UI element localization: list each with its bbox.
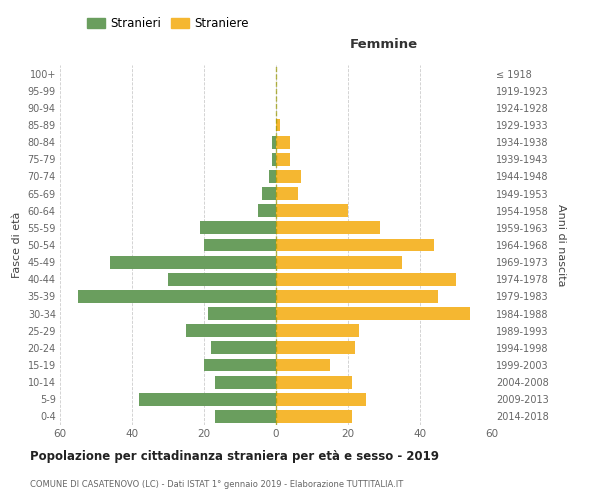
Bar [204,238,276,252]
Bar [276,393,366,406]
Bar [276,273,456,285]
Bar [204,358,276,372]
Bar [276,358,330,372]
Bar [269,170,276,183]
Bar [186,324,276,337]
Bar [78,290,276,303]
Bar [276,324,359,337]
Bar [110,256,276,268]
Bar [276,238,434,252]
Text: COMUNE DI CASATENOVO (LC) - Dati ISTAT 1° gennaio 2019 - Elaborazione TUTTITALIA: COMUNE DI CASATENOVO (LC) - Dati ISTAT 1… [30,480,403,489]
Bar [276,187,298,200]
Bar [262,187,276,200]
Bar [215,410,276,423]
Legend: Stranieri, Straniere: Stranieri, Straniere [83,14,253,34]
Bar [139,393,276,406]
Bar [258,204,276,217]
Bar [276,136,290,148]
Bar [276,204,348,217]
Bar [276,290,438,303]
Bar [272,136,276,148]
Bar [276,118,280,132]
Text: Femmine: Femmine [350,38,418,51]
Bar [215,376,276,388]
Bar [200,222,276,234]
Bar [276,410,352,423]
Bar [276,376,352,388]
Y-axis label: Fasce di età: Fasce di età [12,212,22,278]
Bar [276,307,470,320]
Bar [208,307,276,320]
Bar [276,342,355,354]
Text: Popolazione per cittadinanza straniera per età e sesso - 2019: Popolazione per cittadinanza straniera p… [30,450,439,463]
Y-axis label: Anni di nascita: Anni di nascita [556,204,566,286]
Bar [276,153,290,166]
Bar [211,342,276,354]
Bar [272,153,276,166]
Bar [276,222,380,234]
Bar [276,256,402,268]
Bar [276,170,301,183]
Bar [168,273,276,285]
